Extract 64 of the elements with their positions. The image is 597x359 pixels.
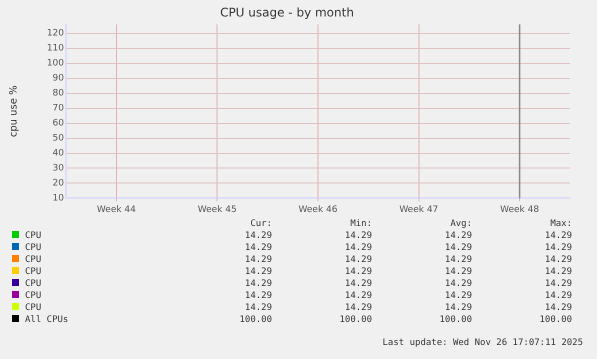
x-tick-label: Week 46 (298, 204, 338, 215)
text: 14.29 (344, 230, 372, 242)
text: 14.29 (444, 242, 472, 254)
y-tick-label: 60 (52, 118, 64, 129)
y-tick-label: 40 (52, 148, 64, 159)
text: 100.00 (538, 314, 572, 326)
legend-label: All CPUs (25, 315, 68, 325)
text: 14.29 (444, 290, 472, 302)
text: 14.29 (444, 278, 472, 290)
y-tick-label: 80 (52, 88, 64, 99)
y-tick-label: 70 (52, 104, 64, 114)
x-tick-label: Week 47 (399, 204, 438, 215)
y-tick-label: 10 (52, 194, 64, 204)
text: 14.29 (244, 242, 272, 254)
text: 14.29 (544, 230, 572, 242)
text: 14.29 (444, 230, 472, 242)
legend-label: CPU (25, 243, 42, 253)
text: Min: (349, 218, 372, 230)
text: 100.00 (438, 314, 472, 326)
y-axis-title: cpu use % (8, 85, 20, 138)
text: 14.29 (444, 254, 472, 266)
text: 14.29 (344, 278, 372, 290)
text: 14.29 (344, 302, 372, 314)
y-tick-label: 100 (46, 58, 64, 69)
y-tick-label: 30 (52, 164, 64, 174)
text: 14.29 (544, 290, 572, 302)
text: 14.29 (344, 266, 372, 278)
text: 14.29 (244, 254, 272, 266)
text: 14.29 (544, 254, 572, 266)
legend-label: CPU (25, 267, 42, 277)
text: 14.29 (344, 242, 372, 254)
text: Max: (549, 218, 572, 230)
text: Cur: (249, 218, 272, 230)
y-tick-label: 20 (52, 178, 64, 189)
x-tick-label: Week 44 (96, 204, 136, 215)
text: 14.29 (344, 254, 372, 266)
text: 14.29 (244, 290, 272, 302)
legend-label: CPU (25, 255, 42, 265)
legend-label: CPU (25, 303, 42, 313)
text: Last update: Wed Nov 26 17:07:11 2025 (382, 338, 583, 348)
legend-label: CPU (25, 231, 42, 241)
text: 14.29 (544, 266, 572, 278)
legend-label: CPU (25, 291, 42, 301)
text: 14.29 (344, 290, 372, 302)
y-tick-label: 120 (46, 28, 64, 39)
x-tick-label: Week 45 (198, 204, 237, 215)
text: 100.00 (238, 314, 272, 326)
chart-title: CPU usage - by month (220, 5, 354, 20)
text: 14.29 (244, 302, 272, 314)
y-tick-label: 50 (52, 134, 64, 144)
text: 14.29 (544, 302, 572, 314)
x-tick-label: Week 48 (500, 204, 540, 215)
text: 14.29 (244, 230, 272, 242)
text: 14.29 (244, 278, 272, 290)
y-tick-label: 90 (52, 74, 64, 84)
text: 100.00 (338, 314, 372, 326)
text: 14.29 (544, 242, 572, 254)
text: 14.29 (544, 278, 572, 290)
y-tick-label: 110 (46, 44, 64, 54)
text: 14.29 (244, 266, 272, 278)
text: 14.29 (444, 266, 472, 278)
legend-label: CPU (25, 279, 42, 289)
text: Avg: (449, 218, 472, 230)
text: 14.29 (444, 302, 472, 314)
